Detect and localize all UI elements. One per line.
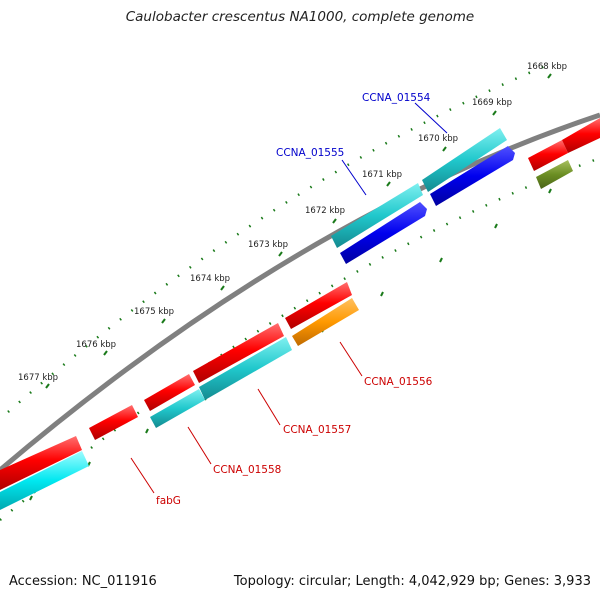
gene-forward-blue-2[interactable] (430, 146, 515, 206)
leader-ccna-01555 (341, 159, 367, 196)
gene-forward-blue-1[interactable] (340, 202, 427, 264)
gene-cyan-left[interactable] (0, 451, 89, 510)
gene-ccna-01555-arrow[interactable] (331, 183, 423, 248)
leader-ccna-01556 (339, 341, 363, 377)
outer-tick-ring (7, 60, 556, 413)
gene-ccna-01558-arrow[interactable] (150, 389, 205, 428)
gene-top-right-olive[interactable] (536, 160, 573, 189)
gene-label-ccna-01554[interactable]: CCNA_01554 (362, 92, 431, 104)
accession-text: Accession: NC_011916 (9, 574, 157, 589)
gene-top-right-red-2[interactable] (562, 118, 600, 153)
kbp-label-1673: 1673 kbp (248, 240, 288, 250)
gene-label-ccna-01556[interactable]: CCNA_01556 (364, 376, 433, 388)
gene-label-ccna-01555[interactable]: CCNA_01555 (276, 147, 344, 159)
gene-top-right-red-1[interactable] (528, 140, 568, 171)
kbp-label-1668: 1668 kbp (527, 62, 567, 72)
genome-summary-text: Topology: circular; Length: 4,042,929 bp… (233, 574, 591, 589)
kbp-label-1677: 1677 kbp (18, 373, 58, 383)
leader-fabg (130, 457, 155, 494)
genome-backbone (0, 112, 600, 472)
leader-ccna-01554 (414, 102, 448, 134)
gene-red-upper-3[interactable] (144, 374, 195, 411)
kbp-label-1670: 1670 kbp (418, 134, 458, 144)
kbp-label-1671: 1671 kbp (362, 170, 402, 180)
kbp-label-1676: 1676 kbp (76, 340, 116, 350)
kbp-label-1669: 1669 kbp (472, 98, 512, 108)
leader-ccna-01558 (187, 426, 212, 465)
gene-label-fabg[interactable]: fabG (156, 495, 181, 507)
leader-ccna-01557 (257, 388, 281, 426)
outer-major-ticks (45, 73, 552, 389)
gene-label-ccna-01557[interactable]: CCNA_01557 (283, 424, 351, 436)
gene-red-left[interactable] (0, 436, 82, 490)
map-title: Caulobacter crescentus NA1000, complete … (125, 9, 475, 25)
gene-red-upper-2[interactable] (193, 323, 284, 383)
kbp-label-1672: 1672 kbp (305, 206, 345, 216)
kbp-label-1674: 1674 kbp (190, 274, 230, 284)
kbp-label-1675: 1675 kbp (134, 307, 174, 317)
gene-fabg-arrow[interactable] (89, 405, 138, 440)
gene-ccna-01556-arrow[interactable] (292, 298, 359, 346)
gene-red-upper-1[interactable] (285, 282, 352, 329)
gene-ccna-01557-arrow[interactable] (199, 337, 292, 400)
gene-ccna-01554-arrow[interactable] (422, 128, 507, 192)
gene-label-ccna-01558[interactable]: CCNA_01558 (213, 464, 281, 476)
